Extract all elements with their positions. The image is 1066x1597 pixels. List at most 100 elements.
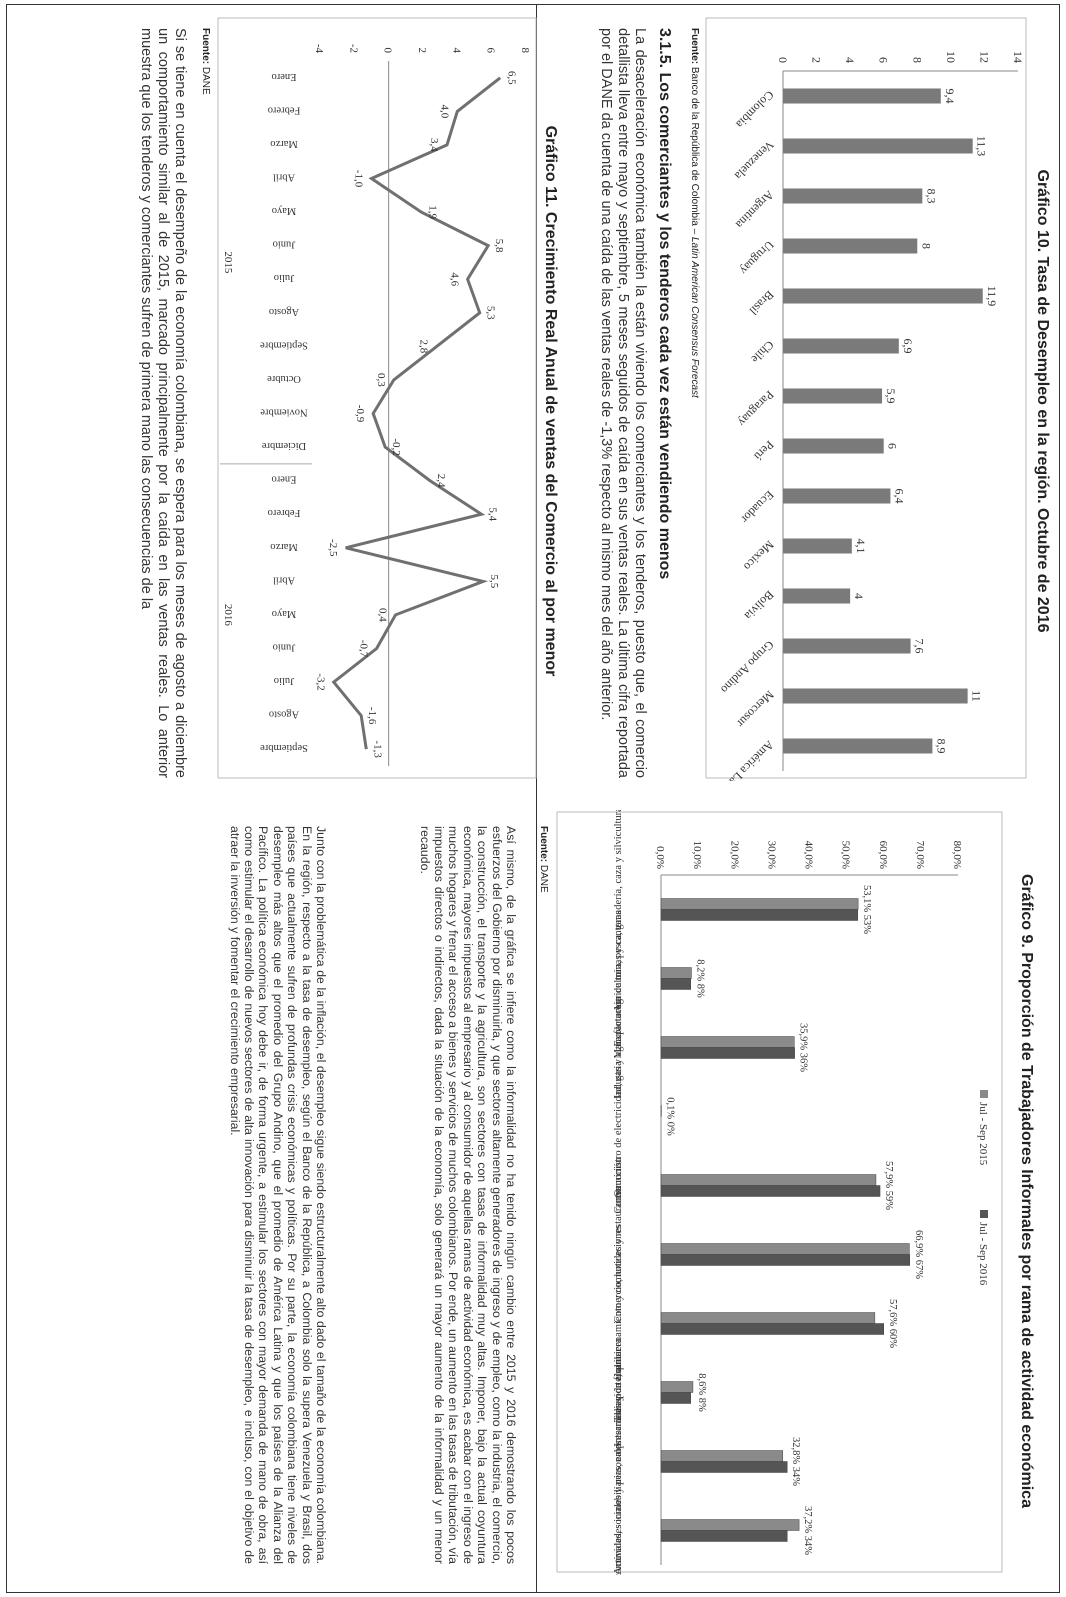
chart-9-bar [660,967,692,979]
chart-11-data-label: 5,3 [485,306,497,320]
chart-9-bar [660,978,691,990]
chart-11-month-label: Noviembre [260,407,308,418]
chart-10-bar [782,138,973,154]
chart-11-data-label: 2,8 [418,339,430,353]
chart-9-category-label: Comercio, hoteles y restaurantes [613,1186,624,1323]
chart-9-data-label: 66,9% 67% [913,1230,924,1279]
chart-11-month-label: Febrero [268,104,301,115]
chart-11-y-tick: 2 [416,48,428,54]
chart-9-category-label: Servicios comunales, sociales y personal… [613,1441,624,1575]
chart-9-data-label: 8,6% 8% [696,1373,707,1412]
column-a: Gráfico 10. Tasa de Desempleo en la regi… [0,6,1066,796]
chart-11-data-label: 1,9 [426,205,438,219]
chart-10: 0 2 4 6 8 10 12 14 9,4 Colombia 11,3 Venezuela 8,3 Ar… [705,17,1027,781]
chart-9-bar [660,1392,691,1404]
chart-9-category-label: Transporte, almacenamiento y comunicacio… [613,1225,624,1422]
closing-paragraph: Si se tiene en cuenta el desempeño de la… [138,28,188,778]
chart-11-data-label: -0,9 [354,405,366,423]
chart-10-y-tick: 0 [776,57,790,63]
chart-9-bar [660,1254,910,1266]
chart-11-data-label: 6,5 [505,71,517,85]
chart-11: -4 -2 0 2 4 6 8 6,5 4,0 3,4 -1,0 1,9 5,8 4,6 5,3 2,8 0,3… [217,17,537,779]
chart-10-bar [782,588,851,604]
chart-10-bar [783,488,891,504]
chart-10-data-label: 4,1 [854,539,868,554]
chart-9-legend-swatch [980,1210,988,1218]
chart-9-bar [660,1323,884,1335]
chart-9-data-label: 8,2% 8% [694,959,705,998]
chart-9-category-label: Explotación de minas y canteras [613,911,624,1047]
chart-9: 0,0% 10,0% 20,0% 30,0% 40,0% 50,0% 60,0% 70,0% 8… [556,810,1003,1575]
chart-11-data-label: 5,5 [488,574,500,588]
chart-11-y-tick: 4 [450,48,462,54]
chart-9-data-label: 53,1% 53% [861,885,872,934]
chart-9-legend-label: Jul - Sep 2015 [977,1102,989,1166]
chart-9-y-tick: 20,0% [728,841,740,869]
chart-10-category-label: Argentina [733,188,777,232]
chart-9-bar [660,1243,910,1255]
chart-11-data-label: 0,3 [375,373,387,387]
chart-11-data-label: 4,6 [449,272,461,286]
chart-11-month-label: Julio [274,675,294,686]
chart-9-bar [660,1047,795,1059]
chart-10-data-label: 11,9 [985,286,999,307]
chart-9-category-label: Industria Manufacturera [613,996,624,1098]
chart-10-y-tick: 4 [843,57,857,63]
chart-11-month-label: Junio [273,642,296,653]
section-paragraph: La desaceleración económica también la e… [598,28,648,778]
chart-10-bar [783,538,852,554]
chart-9-bar [660,1450,784,1462]
chart-11-data-label: -1,6 [366,707,378,725]
chart-9-category-label: Intermediación financiera [613,1338,624,1446]
chart-10-y-tick: 6 [877,57,891,63]
chart-9-data-label: 35,9% 36% [798,1023,809,1072]
chart-10-category-label: Chile [748,338,776,366]
chart-10-source: Fuente: Banco de la República de Colombi… [689,28,700,398]
chart-9-bar [660,1174,877,1186]
section-heading: 3.1.5. Los comerciantes y los tenderos c… [656,28,673,580]
chart-10-data-label: 5,9 [884,389,898,404]
chart-10-category-label: Mexico [741,538,777,574]
chart-10-category-label: Uruguay [737,238,777,278]
chart-9-bar [660,1312,876,1324]
chart-11-source: Fuente: DANE [200,28,211,95]
chart-10-data-label: 8,9 [934,739,948,754]
chart-9-bar [660,909,859,921]
chart-11-month-label: Diciembre [262,440,307,451]
chart-10-category-label: Venezuela [732,138,777,183]
chart-10-bar [783,638,911,654]
chart-9-legend-label: Jul - Sep 2016 [977,1222,989,1286]
chart-11-month-label: Julio [274,272,294,283]
chart-10-data-label: 6,4 [892,489,906,504]
chart-10-y-tick: 14 [1011,51,1025,63]
chart-11-border [217,17,537,779]
chart-11-line-series [331,76,502,750]
chart-9-y-tick: 50,0% [840,841,852,869]
chart-9-legend-swatch [980,1090,988,1098]
chart-11-month-label: Agosto [269,709,299,720]
chart-10-bar [783,288,983,304]
chart-11-title: Gráfico 11. Crecimiento Real Anual de ve… [542,125,559,677]
column-b: Gráfico 9. Proporción de Trabajadores In… [0,796,1066,1586]
chart-10-bar [782,238,918,254]
chart-10-bar [783,388,883,404]
chart-10-bar [783,188,923,204]
chart-11-month-label: Octubre [267,373,301,384]
chart-11-month-label: Marzo [270,541,297,552]
chart-10-data-label: 11 [970,690,984,702]
chart-9-data-label: 57,6% 60% [887,1299,898,1348]
chart-9-data-label: 32,8% 34% [790,1437,801,1486]
chart-10-y-tick: 10 [944,51,958,63]
chart-10-y-tick: 2 [810,57,824,63]
column-divider [536,4,537,1593]
chart-11-year-label: 2015 [222,251,234,274]
chart-9-data-label: 57,9% 59% [883,1161,894,1210]
chart-11-month-label: Mayo [272,608,297,619]
chart-11-month-label: Enero [271,474,296,485]
chart-11-data-label: -3,2 [315,673,327,690]
chart-10-category-label: América Latina [713,738,776,781]
chart-9-bar [660,1036,795,1048]
chart-11-month-label: Septiembre [260,742,308,753]
chart-11-y-tick: 0 [382,48,394,54]
chart-9-data-label: 37,2% 34% [802,1506,813,1555]
